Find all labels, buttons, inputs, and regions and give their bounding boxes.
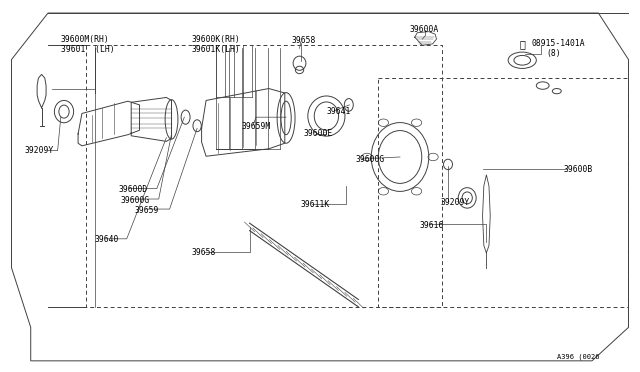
Text: 39659M: 39659M: [242, 122, 271, 131]
Text: Ⓥ: Ⓥ: [520, 39, 525, 49]
Text: 39601  (LH): 39601 (LH): [61, 45, 115, 54]
Text: 39600G: 39600G: [355, 155, 385, 164]
Text: 39659: 39659: [134, 206, 159, 215]
Text: 39616: 39616: [419, 221, 444, 230]
Text: 39600B: 39600B: [563, 165, 593, 174]
Text: A396 (0026: A396 (0026: [557, 354, 599, 360]
Text: 39600M(RH): 39600M(RH): [61, 35, 109, 44]
Text: 39600E: 39600E: [304, 129, 333, 138]
Text: 39611K: 39611K: [301, 200, 330, 209]
Text: 39601K(LH): 39601K(LH): [192, 45, 241, 54]
Text: 39600K(RH): 39600K(RH): [192, 35, 241, 44]
Text: 39600D: 39600D: [118, 185, 148, 194]
Text: 39658: 39658: [192, 248, 216, 257]
Text: 39641: 39641: [326, 107, 351, 116]
Text: (8): (8): [546, 49, 561, 58]
Text: 39209Y: 39209Y: [24, 146, 54, 155]
Text: 39600G: 39600G: [120, 196, 150, 205]
Text: 39640: 39640: [95, 235, 119, 244]
Text: 39600A: 39600A: [410, 25, 439, 34]
Text: 39658: 39658: [291, 36, 316, 45]
Text: 39209Y: 39209Y: [440, 198, 470, 207]
Text: 08915-1401A: 08915-1401A: [531, 39, 585, 48]
